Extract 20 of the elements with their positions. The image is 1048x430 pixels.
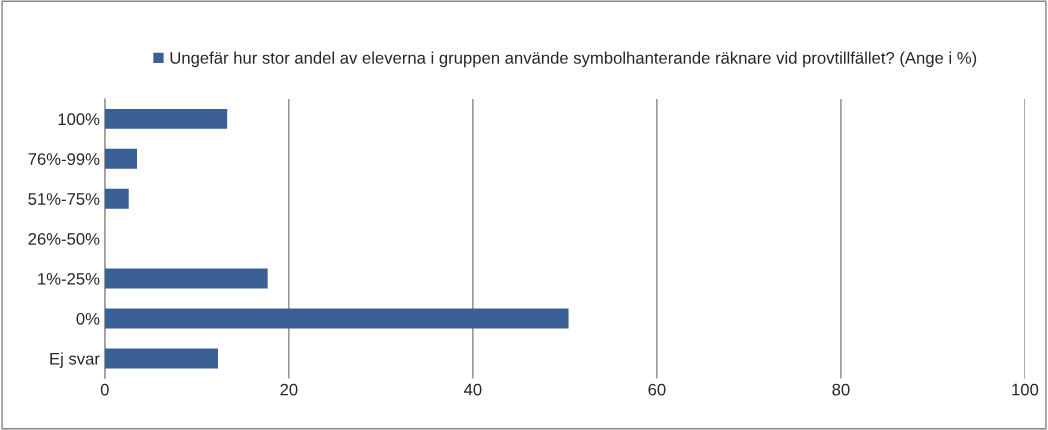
x-tick-label: 60 bbox=[648, 383, 666, 396]
legend-label: Ungefär hur stor andel av eleverna i gruppen använde symbolhanterande räknare vid provtillfället? (Ange i %) bbox=[170, 51, 977, 68]
bar bbox=[104, 148, 138, 169]
x-tick-label: 40 bbox=[463, 383, 482, 396]
bar bbox=[104, 268, 268, 289]
y-tick-label: 26%-50% bbox=[28, 233, 100, 245]
y-tick-label: 1%-25% bbox=[38, 272, 100, 285]
y-tick-label: Ej svar bbox=[50, 352, 100, 368]
x-tick-label: 20 bbox=[280, 383, 298, 396]
bar bbox=[104, 188, 129, 209]
y-tick-label: 76%-99% bbox=[28, 153, 100, 165]
x-tick-label: 100 bbox=[1012, 383, 1039, 396]
x-tick-label: 80 bbox=[832, 383, 850, 396]
y-tick-label: 100% bbox=[58, 113, 100, 126]
bar bbox=[104, 348, 218, 369]
bar bbox=[104, 308, 569, 329]
bar bbox=[104, 108, 228, 129]
y-tick-label: 51%-75% bbox=[28, 193, 100, 205]
y-tick-label: 0% bbox=[76, 312, 100, 325]
x-tick-label: 0 bbox=[100, 383, 109, 396]
